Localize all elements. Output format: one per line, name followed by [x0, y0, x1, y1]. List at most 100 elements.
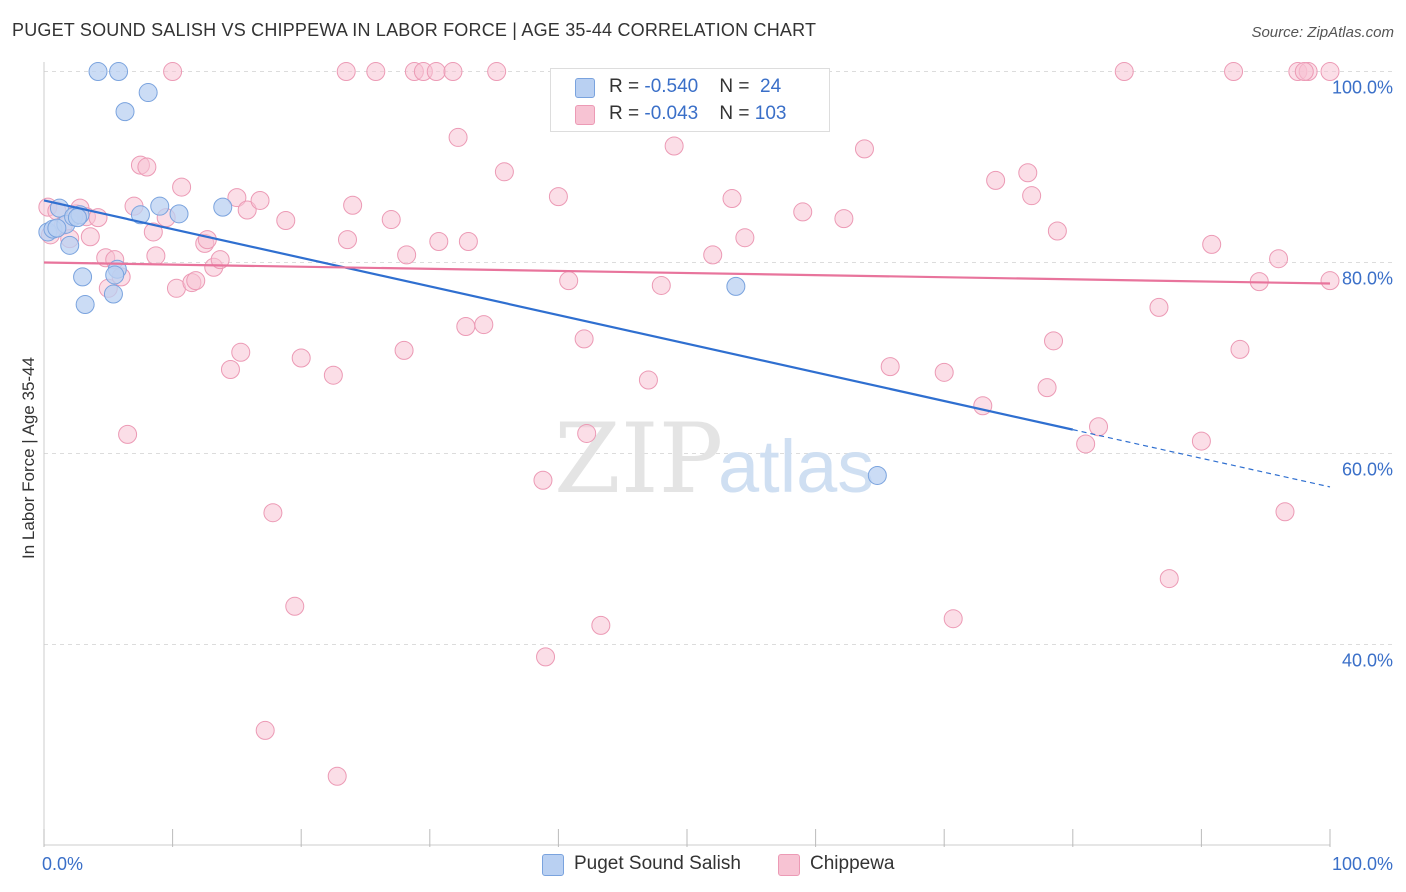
chippewa-point	[448, 127, 468, 147]
legend-r-value: -0.540	[644, 76, 699, 97]
chippewa-point	[336, 62, 356, 82]
chippewa-point	[227, 188, 247, 208]
y-axis-label: In Labor Force | Age 35-44	[19, 357, 38, 559]
legend-text: R = -0.043 N = 103	[609, 103, 786, 125]
puget-sound-salish-point	[726, 276, 746, 296]
legend-swatch-pink	[575, 105, 595, 125]
axes	[43, 62, 1331, 847]
chart-title: PUGET SOUND SALISH VS CHIPPEWA IN LABOR …	[12, 20, 817, 40]
chippewa-point	[986, 170, 1006, 190]
y-tick-label: 60.0%	[1342, 460, 1393, 480]
chippewa-point	[854, 139, 874, 159]
chippewa-point	[1275, 502, 1295, 522]
chippewa-point	[533, 470, 553, 490]
puget-sound-salish-point	[103, 284, 123, 304]
chippewa-point	[735, 228, 755, 248]
legend-r-value: -0.043	[644, 103, 699, 124]
legend-n-label: N =	[719, 103, 755, 124]
chippewa-point	[458, 232, 478, 252]
legend-n-value: 103	[754, 103, 787, 124]
chippewa-point	[323, 365, 343, 385]
chippewa-point	[1320, 62, 1340, 82]
chippewa-point	[703, 245, 723, 265]
legend-r-label: R =	[609, 103, 645, 124]
puget-sound-salish-point	[130, 205, 150, 225]
chippewa-point	[291, 348, 311, 368]
chippewa-point	[934, 362, 954, 382]
chippewa-point	[381, 210, 401, 230]
chippewa-point	[591, 615, 611, 635]
chippewa-point	[943, 609, 963, 629]
chippewa-point	[394, 340, 414, 360]
chippewa-point	[197, 230, 217, 250]
trend-line-chippewa	[43, 261, 1331, 285]
chippewa-point	[337, 230, 357, 250]
legend-text: R = -0.540 N = 24	[609, 76, 781, 98]
chippewa-point	[1022, 186, 1042, 206]
chippewa-point	[793, 202, 813, 222]
trend-line-puget-sound-salish-extension	[1072, 429, 1331, 488]
chippewa-point	[456, 317, 476, 337]
chippewa-point	[146, 246, 166, 266]
chippewa-point	[210, 250, 230, 270]
puget-sound-salish-point	[150, 196, 170, 216]
series-legend: Puget Sound Salish Chippewa	[0, 853, 1406, 877]
chippewa-point	[397, 245, 417, 265]
stats-legend: R = -0.540 N = 24 R = -0.043 N = 103	[550, 68, 830, 132]
chippewa-point	[172, 177, 192, 197]
legend-swatch-blue	[575, 78, 595, 98]
puget-sound-salish-point	[73, 267, 93, 287]
tick-labels: 40.0% 60.0% 80.0% 100.0% 0.0% 100.0%	[42, 78, 1393, 874]
puget-sound-salish-point	[138, 83, 158, 103]
puget-sound-salish-point	[88, 62, 108, 82]
chippewa-point	[1047, 221, 1067, 241]
legend-r-label: R =	[609, 76, 645, 97]
chippewa-point	[327, 766, 347, 786]
legend-swatch-blue	[542, 854, 564, 876]
puget-sound-salish-point	[75, 295, 95, 315]
chippewa-point	[1037, 378, 1057, 398]
chippewa-point	[1191, 431, 1211, 451]
chippewa-point	[664, 136, 684, 156]
chippewa-point	[1202, 234, 1222, 254]
chippewa-point	[1044, 331, 1064, 351]
chippewa-point	[285, 596, 305, 616]
chippewa-point	[1230, 339, 1250, 359]
chippewa-point	[834, 209, 854, 229]
puget-sound-salish-point	[105, 265, 125, 285]
chippewa-point	[536, 647, 556, 667]
chippewa-point	[80, 227, 100, 247]
puget-sound-salish-point	[60, 235, 80, 255]
y-tick-label: 100.0%	[1332, 78, 1393, 98]
series-chippewa	[38, 62, 1340, 786]
chippewa-point	[487, 62, 507, 82]
chippewa-point	[163, 62, 183, 82]
puget-sound-salish-point	[109, 62, 129, 82]
chippewa-point	[1149, 297, 1169, 317]
chippewa-point	[263, 503, 283, 523]
y-tick-label: 80.0%	[1342, 269, 1393, 289]
chippewa-point	[1269, 249, 1289, 269]
chippewa-point	[366, 62, 386, 82]
watermark-atlas: atlas	[718, 425, 874, 508]
puget-sound-salish-point	[47, 218, 67, 238]
chippewa-point	[343, 195, 363, 215]
chippewa-point	[231, 342, 251, 362]
legend-n-value: 24	[760, 76, 782, 97]
chippewa-point	[574, 329, 594, 349]
chippewa-point	[651, 275, 671, 295]
chippewa-point	[186, 271, 206, 291]
legend-swatch-pink	[778, 854, 800, 876]
x-tick-label: 0.0%	[42, 854, 83, 874]
chippewa-point	[474, 315, 494, 335]
legend-label: Chippewa	[810, 853, 895, 874]
chippewa-point	[1018, 163, 1038, 183]
chippewa-point	[880, 357, 900, 377]
source-credit: Source: ZipAtlas.com	[1251, 24, 1394, 41]
chippewa-point	[255, 720, 275, 740]
puget-sound-salish-point	[867, 465, 887, 485]
chippewa-point	[1076, 434, 1096, 454]
chippewa-point	[220, 359, 240, 379]
legend-n-label: N =	[719, 76, 755, 97]
